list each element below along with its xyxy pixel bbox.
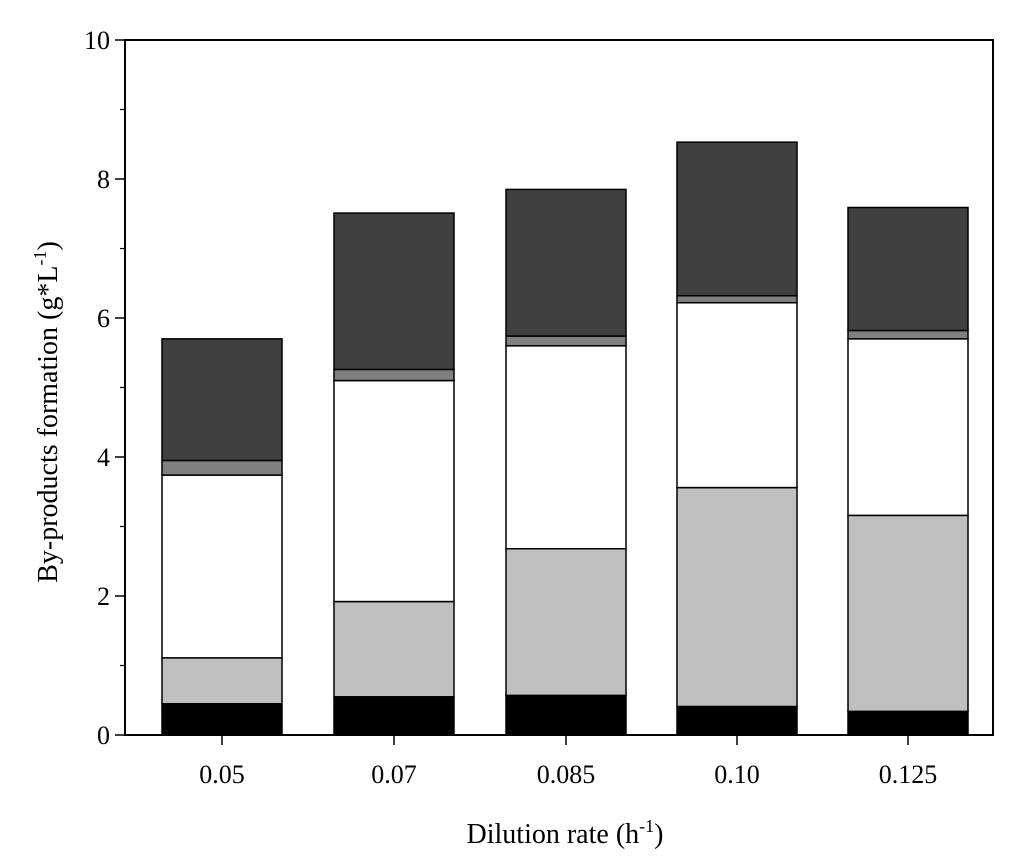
- bar-series-3-0.125: [847, 338, 969, 517]
- y-axis: 0 2 4 6 8 10: [84, 26, 125, 750]
- bar-series-4-0.125: [847, 329, 969, 340]
- bar-series-1-0.125: [847, 710, 969, 736]
- bar-series-3-0.10: [676, 301, 798, 489]
- bar-series-4-0.085: [505, 335, 627, 347]
- x-axis: 0.05 0.07 0.085 0.10 0.125: [199, 735, 937, 789]
- bar-series-2-0.05: [161, 657, 283, 705]
- bar-series-5-0.07: [333, 212, 455, 371]
- y-axis-title-close: ): [33, 241, 64, 250]
- bar-series-3-0.07: [333, 379, 455, 603]
- y-axis-title-main: By-products formation (g*L: [33, 266, 64, 583]
- bar-series-2-0.125: [847, 514, 969, 713]
- bar-series-5-0.085: [505, 188, 627, 337]
- bars-group: [161, 141, 969, 736]
- bar-series-3-0.085: [505, 345, 627, 550]
- y-tick-label: 6: [97, 304, 110, 333]
- y-tick-label: 10: [84, 26, 110, 55]
- x-axis-title-close: ): [654, 819, 663, 850]
- bar-series-2-0.07: [333, 600, 455, 698]
- x-tick-label: 0.125: [879, 760, 938, 789]
- bar-series-2-0.085: [505, 547, 627, 697]
- bar-series-3-0.05: [161, 474, 283, 659]
- x-axis-title: Dilution rate (h-1): [467, 816, 664, 850]
- bar-series-4-0.07: [333, 368, 455, 382]
- x-axis-title-main: Dilution rate (h: [467, 819, 640, 850]
- y-axis-title-superscript: -1: [30, 251, 50, 266]
- y-axis-title: By-products formation (g*L-1): [30, 241, 64, 583]
- x-tick-label: 0.10: [714, 760, 760, 789]
- y-tick-label: 4: [97, 443, 110, 472]
- y-tick-label: 8: [97, 165, 110, 194]
- bar-series-2-0.10: [676, 486, 798, 708]
- bar-series-5-0.05: [161, 338, 283, 462]
- bar-series-1-0.085: [505, 694, 627, 736]
- x-tick-label: 0.085: [537, 760, 596, 789]
- bar-series-5-0.10: [676, 141, 798, 297]
- y-tick-label: 2: [97, 582, 110, 611]
- bar-series-1-0.07: [333, 696, 455, 736]
- x-tick-label: 0.07: [371, 760, 417, 789]
- bar-series-5-0.125: [847, 206, 969, 332]
- x-axis-title-superscript: -1: [639, 816, 654, 836]
- bar-series-4-0.05: [161, 459, 283, 476]
- bar-series-4-0.10: [676, 295, 798, 304]
- bar-series-1-0.10: [676, 705, 798, 736]
- y-tick-label: 0: [97, 721, 110, 750]
- bar-series-1-0.05: [161, 702, 283, 736]
- x-tick-label: 0.05: [199, 760, 245, 789]
